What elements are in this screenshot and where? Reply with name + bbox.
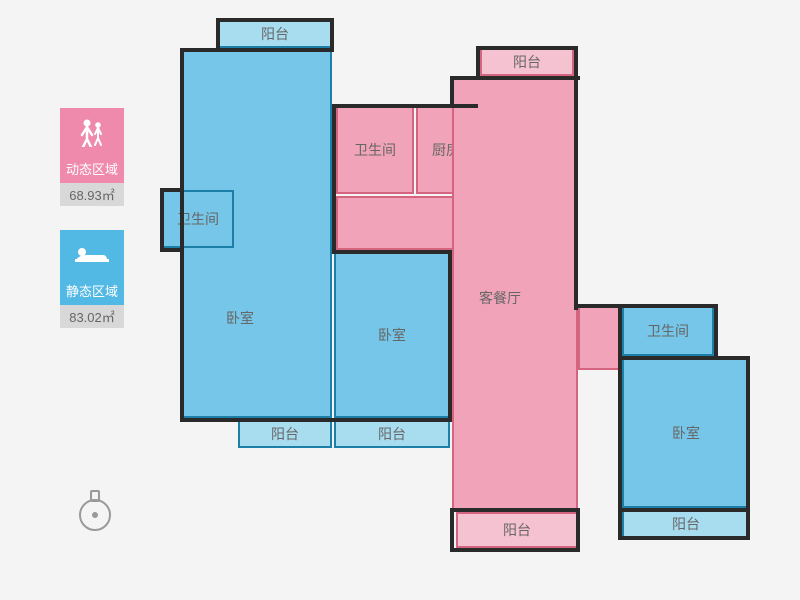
- room-hallway-right: [578, 306, 620, 370]
- wall-segment: [450, 548, 580, 552]
- room-balcony-top-right: [480, 48, 574, 76]
- wall-segment: [180, 48, 334, 52]
- wall-segment: [746, 356, 750, 510]
- floorplan: 阳台卧室卫生间卧室阳台阳台阳台卫生间厨房客餐厅阳台卫生间卧室阳台: [160, 18, 760, 558]
- room-balcony-mid-right: [334, 420, 450, 448]
- room-bathroom-top: [336, 106, 414, 194]
- room-balcony-mid-left: [238, 420, 332, 448]
- wall-segment: [330, 18, 334, 50]
- legend-panel: 动态区域 68.93㎡ 静态区域 83.02㎡: [60, 108, 124, 352]
- room-bathroom-left: [162, 190, 234, 248]
- legend-static-label: 静态区域: [60, 278, 124, 305]
- wall-segment: [160, 248, 184, 252]
- wall-segment: [576, 508, 580, 550]
- wall-segment: [332, 104, 336, 252]
- room-balcony-top-left: [218, 20, 332, 48]
- wall-segment: [180, 418, 334, 422]
- wall-segment: [332, 418, 452, 422]
- wall-segment: [332, 250, 452, 254]
- wall-segment: [618, 304, 622, 510]
- sleep-icon: [60, 230, 124, 278]
- room-balcony-bottom-1: [456, 512, 578, 548]
- legend-static-value: 83.02㎡: [60, 305, 124, 328]
- wall-segment: [216, 18, 220, 50]
- wall-segment: [618, 508, 750, 512]
- wall-segment: [618, 356, 750, 360]
- wall-segment: [450, 76, 454, 106]
- room-balcony-bottom-2: [622, 510, 750, 538]
- wall-segment: [618, 508, 622, 538]
- wall-segment: [476, 46, 578, 50]
- wall-segment: [160, 188, 164, 250]
- wall-segment: [450, 76, 580, 80]
- wall-segment: [450, 508, 580, 512]
- legend-dynamic-value: 68.93㎡: [60, 183, 124, 206]
- legend-dynamic: 动态区域 68.93㎡: [60, 108, 124, 206]
- wall-segment: [450, 508, 454, 550]
- wall-segment: [180, 48, 184, 420]
- wall-segment: [574, 46, 578, 310]
- legend-dynamic-label: 动态区域: [60, 156, 124, 183]
- wall-segment: [574, 304, 622, 308]
- room-bedroom-mid: [334, 252, 450, 418]
- wall-segment: [448, 250, 452, 420]
- compass-icon: [75, 485, 115, 535]
- wall-segment: [714, 304, 718, 358]
- room-living: [452, 78, 578, 510]
- room-bathroom-right: [622, 306, 714, 356]
- legend-static: 静态区域 83.02㎡: [60, 230, 124, 328]
- wall-segment: [476, 46, 480, 78]
- people-icon: [60, 108, 124, 156]
- wall-segment: [216, 18, 334, 22]
- wall-segment: [618, 536, 750, 540]
- wall-segment: [746, 508, 750, 538]
- wall-segment: [332, 104, 478, 108]
- wall-segment: [618, 304, 716, 308]
- room-bedroom-right: [622, 358, 750, 508]
